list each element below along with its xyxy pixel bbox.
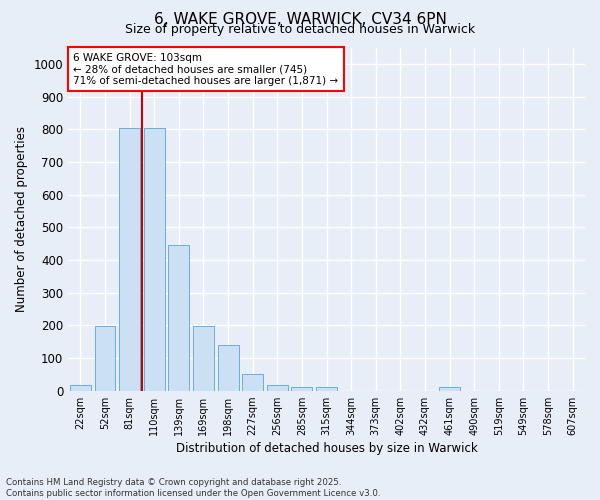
Bar xyxy=(439,388,460,390)
Bar xyxy=(193,326,214,390)
Bar xyxy=(95,326,115,390)
Bar xyxy=(316,388,337,390)
Text: Contains HM Land Registry data © Crown copyright and database right 2025.
Contai: Contains HM Land Registry data © Crown c… xyxy=(6,478,380,498)
Bar xyxy=(70,385,91,390)
Bar xyxy=(242,374,263,390)
Bar xyxy=(144,128,164,390)
Bar xyxy=(169,245,189,390)
Bar xyxy=(218,345,239,391)
Bar xyxy=(292,388,313,390)
Y-axis label: Number of detached properties: Number of detached properties xyxy=(15,126,28,312)
Text: 6, WAKE GROVE, WARWICK, CV34 6PN: 6, WAKE GROVE, WARWICK, CV34 6PN xyxy=(154,12,446,28)
Bar xyxy=(267,385,288,390)
X-axis label: Distribution of detached houses by size in Warwick: Distribution of detached houses by size … xyxy=(176,442,478,455)
Text: 6 WAKE GROVE: 103sqm
← 28% of detached houses are smaller (745)
71% of semi-deta: 6 WAKE GROVE: 103sqm ← 28% of detached h… xyxy=(73,52,338,86)
Text: Size of property relative to detached houses in Warwick: Size of property relative to detached ho… xyxy=(125,22,475,36)
Bar xyxy=(119,128,140,390)
